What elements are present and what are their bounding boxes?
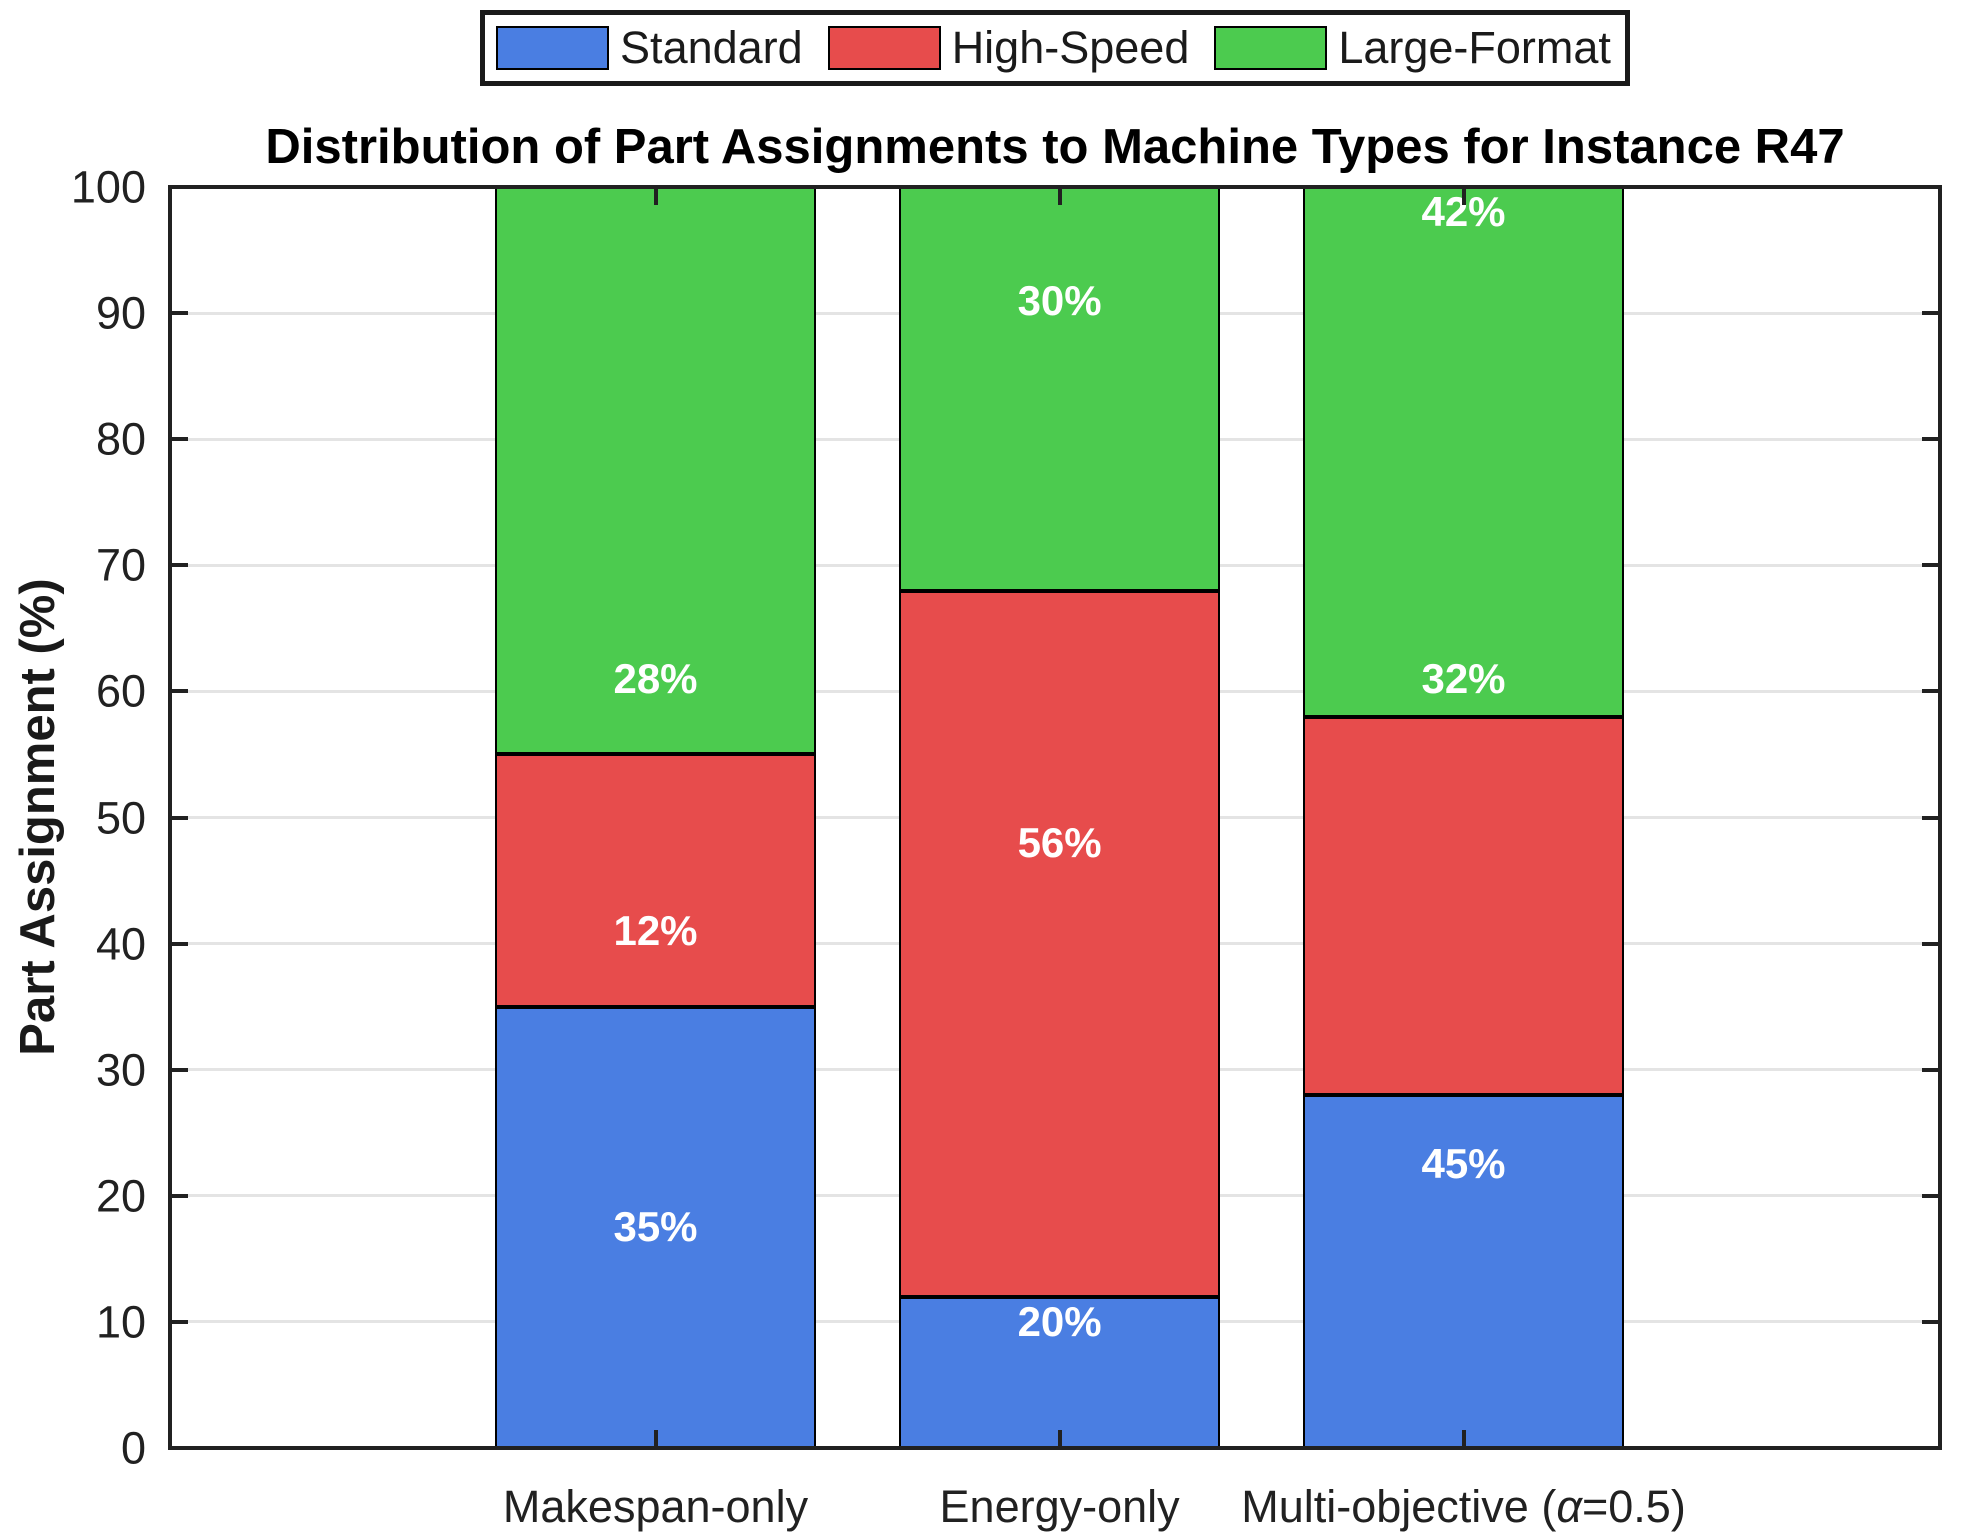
y-tick-right-90 (1922, 311, 1940, 316)
y-tick-left-30 (170, 1067, 188, 1072)
plot-area: 0 10 20 30 40 50 60 70 80 90 100 35% 12% 28% Makespan-… (71, 165, 1942, 1532)
bar-1-label-large-format: 28% (613, 654, 698, 702)
y-tick-label-80: 80 (95, 413, 146, 465)
y-tick-left-90 (170, 311, 188, 316)
y-tick-left-10 (170, 1319, 188, 1324)
y-tick-label-70: 70 (95, 539, 146, 591)
bar-1-label-high-speed: 12% (613, 907, 698, 954)
legend: Standard High-Speed Large-Format (480, 10, 1630, 86)
legend-item-high-speed: High-Speed (827, 22, 1190, 74)
bar-3-segment-high-speed (1302, 716, 1625, 1095)
y-tick-right-30 (1922, 1067, 1940, 1072)
legend-label-standard: Standard (620, 22, 803, 73)
chart-title: Distribution of Part Assignments to Mach… (265, 120, 1845, 174)
bar-1-segment-standard (494, 1006, 817, 1448)
y-tick-right-60 (1922, 689, 1940, 694)
legend-label-large-format: Large-Format (1338, 22, 1611, 73)
x-tick-bottom-1 (653, 1430, 658, 1448)
bar-3-label-high-speed: 32% (1421, 654, 1506, 702)
y-tick-label-30: 30 (95, 1044, 146, 1096)
y-tick-left-40 (170, 941, 188, 946)
x-tick-label-1: Makespan-only (502, 1481, 809, 1532)
bar-2-segment-high-speed (899, 590, 1221, 1297)
bar-3-label-standard: 45% (1421, 1140, 1506, 1188)
y-axis-title: Part Assignment (%) (11, 578, 65, 1056)
y-tick-label-50: 50 (95, 792, 146, 843)
legend-item-standard: Standard (496, 22, 803, 74)
x-tick-top-3 (1461, 187, 1466, 205)
y-tick-label-90: 90 (95, 287, 146, 339)
bar-2: 20% 56% 30% (899, 187, 1221, 1448)
legend-label-high-speed: High-Speed (951, 22, 1190, 73)
y-tick-right-70 (1922, 563, 1940, 568)
y-tick-left-70 (170, 563, 188, 568)
y-tick-left-80 (170, 437, 188, 442)
high-speed-swatch (827, 26, 941, 70)
bar-3: 45% 32% 42% (1302, 187, 1625, 1448)
y-tick-label-10: 10 (95, 1296, 146, 1348)
bar-1-segment-large-format (494, 187, 817, 755)
legend-item-large-format: Large-Format (1214, 22, 1611, 74)
legend-wrapper: Standard High-Speed Large-Format (170, 10, 1940, 86)
bar-2-segment-standard (899, 1296, 1221, 1448)
bar-2-segment-large-format (899, 187, 1221, 591)
y-tick-label-100: 100 (70, 161, 146, 213)
y-tick-label-20: 20 (95, 1170, 146, 1222)
bar-2-label-large-format: 30% (1017, 276, 1102, 324)
bar-1-label-standard: 35% (613, 1203, 698, 1251)
standard-swatch (496, 26, 610, 70)
y-tick-left-20 (170, 1193, 188, 1198)
y-tick-right-50 (1922, 815, 1940, 820)
bar-1-segment-high-speed (494, 754, 817, 1007)
large-format-swatch (1214, 26, 1328, 70)
bar-1: 35% 12% 28% (494, 187, 817, 1448)
x-tick-label-3: Multi-objective (α=0.5) (1241, 1481, 1686, 1532)
x-tick-top-1 (653, 187, 658, 205)
bar-3-segment-standard (1302, 1094, 1625, 1448)
x-tick-top-2 (1057, 187, 1062, 205)
bar-2-label-high-speed: 56% (1017, 818, 1102, 866)
y-tick-left-60 (170, 689, 188, 694)
y-tick-right-80 (1922, 437, 1940, 442)
bar-3-segment-large-format (1302, 187, 1625, 717)
x-tick-label-2: Energy-only (939, 1481, 1180, 1532)
y-tick-right-40 (1922, 941, 1940, 946)
bar-2-label-standard: 20% (1017, 1297, 1102, 1345)
x-tick-bottom-2 (1057, 1430, 1062, 1448)
y-tick-right-20 (1922, 1193, 1940, 1198)
y-tick-label-40: 40 (95, 918, 146, 970)
y-tick-label-0: 0 (120, 1422, 146, 1474)
y-tick-label-60: 60 (95, 665, 146, 717)
y-tick-left-50 (170, 815, 188, 820)
y-tick-right-10 (1922, 1319, 1940, 1324)
x-tick-bottom-3 (1461, 1430, 1466, 1448)
